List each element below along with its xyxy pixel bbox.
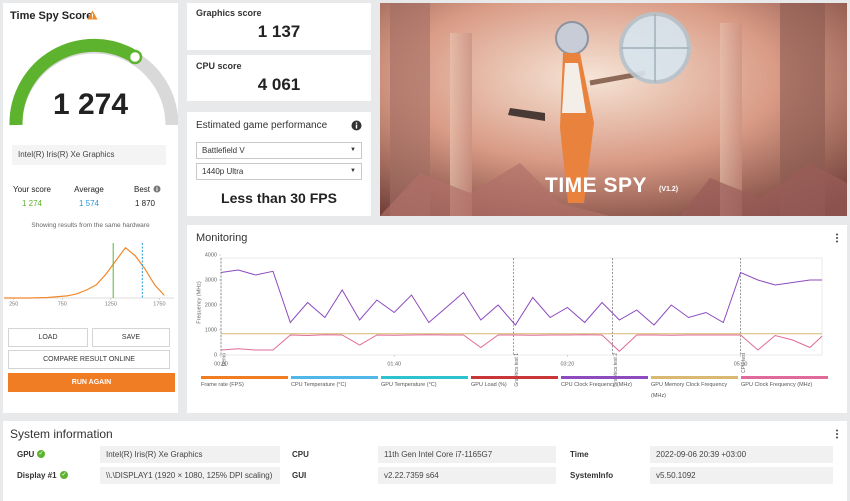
- plot-frame: [220, 257, 823, 356]
- x-tick-label: 1750: [153, 301, 165, 307]
- your-score-label: Your score: [13, 185, 51, 194]
- y-tick-label: 1000: [205, 327, 217, 333]
- compare-button[interactable]: COMPARE RESULT ONLINE: [8, 350, 170, 369]
- legend-label: GPU Load (%): [471, 382, 507, 388]
- series-line: [220, 334, 823, 352]
- banner-version: (V1.2): [659, 186, 679, 193]
- game-dropdown[interactable]: Battlefield V ▼: [196, 142, 362, 159]
- info-value: v5.50.1092: [650, 467, 833, 484]
- series-line: [220, 269, 822, 326]
- y-tick-label: 4000: [205, 252, 217, 258]
- phase-label: Graphics test 2: [613, 353, 619, 387]
- legend-label: CPU Temperature (°C): [291, 382, 347, 388]
- info-value: \\.\DISPLAY1 (1920 × 1080, 125% DPI scal…: [100, 467, 280, 484]
- best-label: Best: [133, 185, 150, 194]
- legend-label: GPU Temperature (°C): [381, 382, 437, 388]
- graphics-card: [187, 3, 371, 50]
- cpu-card: [187, 55, 371, 101]
- load-button[interactable]: LOAD: [8, 328, 88, 347]
- warning-icon: [87, 10, 98, 20]
- y-tick-label: 0: [214, 352, 217, 358]
- gpu-name: Intel(R) Iris(R) Xe Graphics: [12, 145, 166, 165]
- legend-swatch: [741, 376, 828, 379]
- menu-icon[interactable]: [835, 233, 839, 243]
- average-value: 1 574: [78, 199, 100, 208]
- histogram-chart: 250 750 1250 1750: [4, 243, 174, 307]
- legend-swatch: [651, 376, 738, 379]
- game-title: Estimated game performance: [196, 120, 328, 131]
- legend-label: Frame rate (FPS): [201, 382, 244, 388]
- x-tick-label: 1250: [105, 301, 117, 307]
- score-value: 1 274: [52, 88, 129, 121]
- info-value: 11th Gen Intel Core i7-1165G7: [378, 446, 556, 463]
- banner-image: [380, 3, 847, 216]
- score-title: Time Spy Score: [10, 10, 93, 22]
- legend-swatch: [561, 376, 648, 379]
- run-again-button[interactable]: RUN AGAIN: [8, 373, 175, 392]
- monitoring-title: Monitoring: [196, 232, 248, 244]
- histogram-caption: Showing results from the same hardware: [31, 222, 150, 229]
- check-icon: ✓: [37, 450, 45, 458]
- score-gauge: [9, 38, 178, 126]
- monitoring-chart: 0 1000 2000 3000 4000 Frequency (MHz) 00:00 01:…: [196, 252, 828, 387]
- info-label: Time: [570, 450, 589, 459]
- info-value: Intel(R) Iris(R) Xe Graphics: [100, 446, 280, 463]
- sysinfo-title: System information: [10, 427, 113, 441]
- save-button[interactable]: SAVE: [92, 328, 170, 347]
- x-tick-label: 750: [58, 301, 67, 307]
- legend-swatch: [381, 376, 468, 379]
- info-label: GUI: [292, 471, 307, 480]
- game-name: Battlefield V: [202, 146, 245, 155]
- preset-name: 1440p Ultra: [202, 167, 244, 176]
- monitoring-card: Frame rate (FPS) CPU Temperature (°C) GPU …: [187, 225, 847, 413]
- x-tick-label: 03:20: [561, 361, 575, 367]
- phase-label: Demo: [221, 353, 227, 367]
- best-value: 1 870: [134, 199, 156, 208]
- game-result: Less than 30 FPS: [221, 190, 337, 206]
- info-value: v2.22.7359 s64: [378, 467, 556, 484]
- legend-label: GPU Clock Frequency (MHz): [741, 382, 813, 388]
- y-tick-label: 3000: [205, 277, 217, 283]
- info-icon: [153, 185, 161, 193]
- y-axis-label: Frequency (MHz): [196, 281, 202, 324]
- distribution-line: [4, 246, 165, 299]
- phase-label: Graphics test 1: [514, 353, 520, 387]
- legend-swatch: [471, 376, 558, 379]
- info-value: 2022-09-06 20:39 +03:00: [650, 446, 833, 463]
- preset-dropdown[interactable]: 1440p Ultra ▼: [196, 163, 362, 180]
- info-label: SystemInfo: [570, 471, 614, 480]
- info-label: GPU: [17, 450, 35, 459]
- graphics-label: Graphics score: [196, 8, 262, 18]
- x-tick-label: 01:40: [387, 361, 401, 367]
- info-label: Display #1: [17, 471, 57, 480]
- banner-title: TIME SPY: [545, 174, 648, 197]
- check-icon: ✓: [60, 471, 68, 479]
- legend-label: GPU Memory Clock Frequency (MHz): [651, 382, 728, 399]
- cpu-value: 4 061: [257, 75, 301, 94]
- y-tick-label: 2000: [205, 302, 217, 308]
- cpu-label: CPU score: [196, 61, 242, 71]
- info-label: CPU: [292, 450, 309, 459]
- legend-swatch: [201, 376, 288, 379]
- phase-label: CPU test: [741, 352, 747, 373]
- x-tick-label: 00:00: [214, 361, 228, 367]
- game-card: [187, 112, 371, 216]
- your-score-value: 1 274: [21, 199, 43, 208]
- average-label: Average: [74, 185, 104, 194]
- x-tick-label: 250: [9, 301, 18, 307]
- legend-swatch: [291, 376, 378, 379]
- menu-icon[interactable]: [835, 429, 839, 439]
- info-icon[interactable]: [351, 120, 362, 131]
- x-tick-label: 05:00: [734, 361, 748, 367]
- legend-label: CPU Clock Frequency (MHz): [561, 382, 632, 388]
- graphics-value: 1 137: [257, 22, 301, 41]
